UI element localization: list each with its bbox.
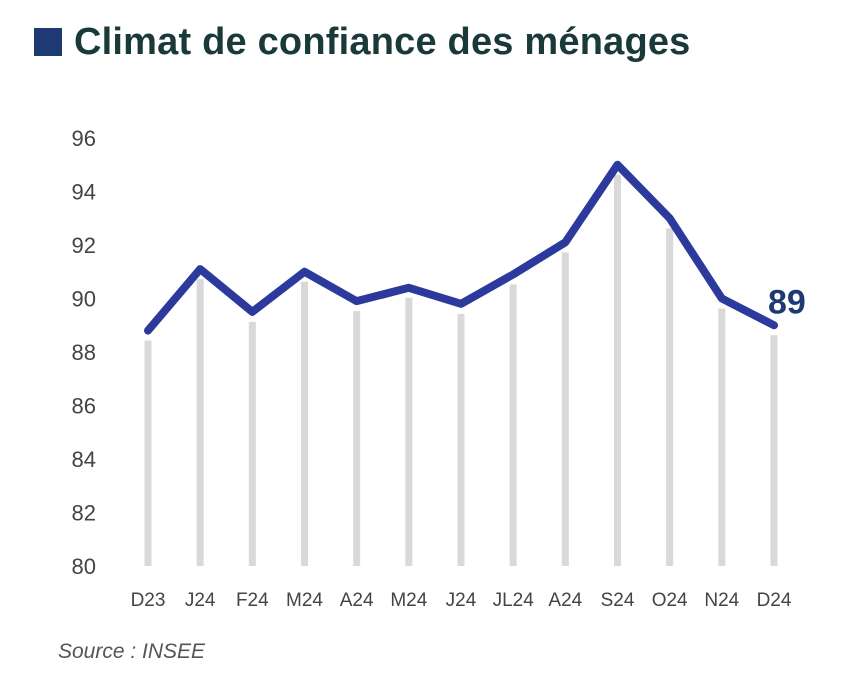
y-tick-label: 82 — [72, 501, 96, 526]
series-layer — [144, 160, 778, 335]
y-tick-label: 96 — [72, 126, 96, 151]
end-value-label: 89 — [768, 283, 806, 321]
chart-title-row: Climat de confiance des ménages — [34, 14, 691, 70]
gridlines — [144, 174, 778, 566]
x-tick-label: O24 — [652, 590, 688, 611]
y-tick-label: 84 — [72, 447, 96, 472]
x-axis: D23 J24 F24 M24 A24 M24 J24 JL24 A24 S24 O24 N24 D24 — [131, 590, 792, 611]
x-tick-label: A24 — [340, 590, 374, 611]
x-tick-label: J24 — [446, 590, 477, 611]
x-tick-label: JL24 — [493, 590, 535, 611]
legend-square-icon — [34, 28, 62, 56]
series-line — [144, 160, 778, 335]
y-tick-label: 86 — [72, 394, 96, 419]
y-axis: 80 82 84 86 88 90 92 94 96 — [72, 126, 96, 579]
x-tick-label: M24 — [286, 590, 323, 611]
source-note: Source : INSEE — [58, 640, 206, 663]
y-tick-label: 94 — [72, 180, 96, 205]
x-tick-label: D24 — [757, 590, 792, 611]
y-tick-label: 88 — [72, 340, 96, 365]
x-tick-label: J24 — [185, 590, 216, 611]
y-tick-label: 92 — [72, 233, 96, 258]
x-tick-label: A24 — [548, 590, 582, 611]
chart-title: Climat de confiance des ménages — [74, 20, 691, 63]
y-tick-label: 80 — [72, 554, 96, 579]
x-tick-label: N24 — [704, 590, 739, 611]
y-tick-label: 90 — [72, 287, 96, 312]
x-tick-label: D23 — [131, 590, 166, 611]
data-labels: 89 — [768, 283, 806, 321]
x-tick-label: S24 — [601, 590, 635, 611]
x-tick-label: F24 — [236, 590, 269, 611]
x-tick-label: M24 — [390, 590, 427, 611]
